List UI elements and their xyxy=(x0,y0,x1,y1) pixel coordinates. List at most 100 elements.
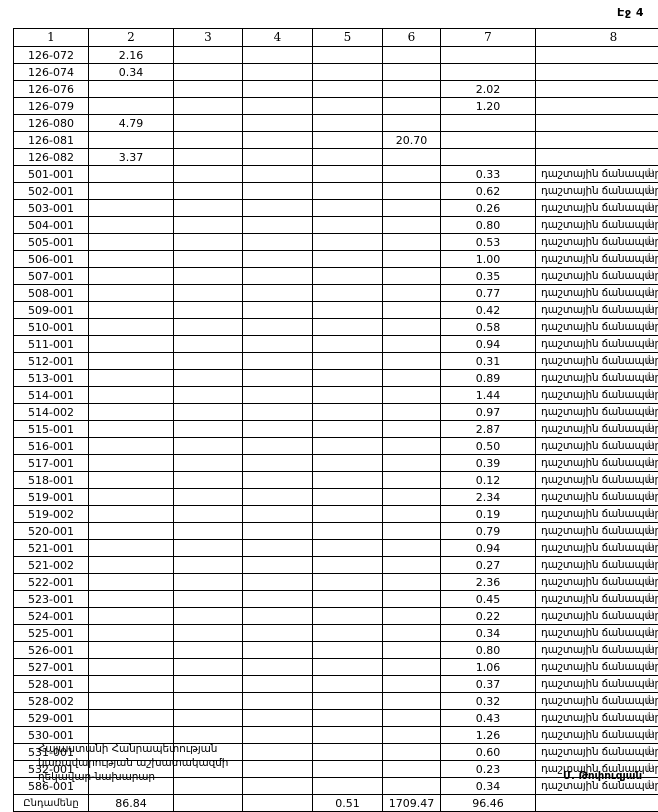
cell-6 xyxy=(383,183,441,200)
cell-4 xyxy=(243,421,313,438)
road-type-label: դաշտային ճանապարհ xyxy=(541,644,658,656)
cell-7: 0.89 xyxy=(441,370,536,387)
cell-6 xyxy=(383,115,441,132)
scan-artifact: յն xyxy=(647,456,653,465)
cell-5 xyxy=(313,574,383,591)
signature-name: Մ. Թոփուզյան xyxy=(563,770,642,782)
cell-5 xyxy=(313,132,383,149)
cell-3 xyxy=(174,200,243,217)
cell-2 xyxy=(89,438,174,455)
cell-4 xyxy=(243,642,313,659)
road-type-label: դաշտային ճանապարհ xyxy=(541,559,658,571)
cell-8 xyxy=(536,98,658,115)
cell-1: 521-002 xyxy=(14,557,89,574)
cell-6 xyxy=(383,693,441,710)
cell-2 xyxy=(89,302,174,319)
cell-2 xyxy=(89,472,174,489)
road-type-label: դաշտային ճանապարհ xyxy=(541,338,658,350)
cell-6: 1709.47 xyxy=(383,795,441,812)
cell-5 xyxy=(313,217,383,234)
cell-3 xyxy=(174,251,243,268)
cell-8 xyxy=(536,81,658,98)
road-type-label: դաշտային ճանապարհ xyxy=(541,389,658,401)
cell-4 xyxy=(243,404,313,421)
cell-3 xyxy=(174,336,243,353)
cell-1: 126-072 xyxy=(14,47,89,64)
cell-5 xyxy=(313,727,383,744)
cell-7: 2.87 xyxy=(441,421,536,438)
cell-1: 522-001 xyxy=(14,574,89,591)
cell-7 xyxy=(441,115,536,132)
cell-8: դաշտային ճանապարհ xyxy=(536,744,658,761)
cell-4 xyxy=(243,166,313,183)
cell-4 xyxy=(243,353,313,370)
road-type-label: դաշտային ճանապարհ xyxy=(541,355,658,367)
cell-5 xyxy=(313,166,383,183)
cell-7: 1.06 xyxy=(441,659,536,676)
cell-2 xyxy=(89,591,174,608)
cell-1: Ընդամենը xyxy=(14,795,89,812)
cell-4 xyxy=(243,761,313,778)
cell-5 xyxy=(313,149,383,166)
cell-5 xyxy=(313,183,383,200)
cell-6 xyxy=(383,744,441,761)
cell-8: դաշտային ճանապարհ xyxy=(536,200,658,217)
cell-2 xyxy=(89,693,174,710)
column-header-4: 4 xyxy=(243,29,313,47)
cell-3 xyxy=(174,353,243,370)
cell-8: դաշտային ճանապարհ xyxy=(536,285,658,302)
column-header-1: 1 xyxy=(14,29,89,47)
cell-6 xyxy=(383,608,441,625)
scan-artifact: յն xyxy=(647,354,653,363)
road-type-label: դաշտային ճանապարհ xyxy=(541,729,658,741)
cell-7: 2.34 xyxy=(441,489,536,506)
cell-7: 0.37 xyxy=(441,676,536,693)
cell-8: դաշտային ճանապարհ xyxy=(536,523,658,540)
cell-2 xyxy=(89,336,174,353)
road-type-label: դաշտային ճանապարհ xyxy=(541,712,658,724)
cell-1: 520-001 xyxy=(14,523,89,540)
cell-3 xyxy=(174,438,243,455)
road-type-label: դաշտային ճանապարհ xyxy=(541,185,658,197)
cell-8: դաշտային ճանապարհ xyxy=(536,251,658,268)
cell-1: 126-082 xyxy=(14,149,89,166)
cell-5 xyxy=(313,370,383,387)
cell-3 xyxy=(174,523,243,540)
cell-5 xyxy=(313,353,383,370)
cell-1: 523-001 xyxy=(14,591,89,608)
column-header-2: 2 xyxy=(89,29,174,47)
scan-artifact: յն xyxy=(647,235,653,244)
cell-4 xyxy=(243,149,313,166)
scan-artifact: յն xyxy=(647,575,653,584)
road-type-label: դաշտային ճանապարհ xyxy=(541,270,658,282)
road-type-label: դաշտային ճանապարհ xyxy=(541,627,658,639)
cell-3 xyxy=(174,506,243,523)
scan-artifact: յն xyxy=(647,660,653,669)
cell-7: 0.79 xyxy=(441,523,536,540)
cell-8: դաշտային ճանապարհ xyxy=(536,234,658,251)
cell-7: 0.58 xyxy=(441,319,536,336)
cell-4 xyxy=(243,744,313,761)
cell-6 xyxy=(383,149,441,166)
cell-3 xyxy=(174,81,243,98)
cell-4 xyxy=(243,132,313,149)
cell-6 xyxy=(383,455,441,472)
cell-7 xyxy=(441,132,536,149)
cell-3 xyxy=(174,98,243,115)
cell-6 xyxy=(383,727,441,744)
scan-artifact: յն xyxy=(647,711,653,720)
cell-1: 126-080 xyxy=(14,115,89,132)
scan-artifact: յն xyxy=(647,218,653,227)
cell-2 xyxy=(89,608,174,625)
cell-7: 1.44 xyxy=(441,387,536,404)
cell-6 xyxy=(383,81,441,98)
cell-7: 0.62 xyxy=(441,183,536,200)
cell-6 xyxy=(383,591,441,608)
cell-1: 519-002 xyxy=(14,506,89,523)
road-type-label: դաշտային ճանապարհ xyxy=(541,661,658,673)
